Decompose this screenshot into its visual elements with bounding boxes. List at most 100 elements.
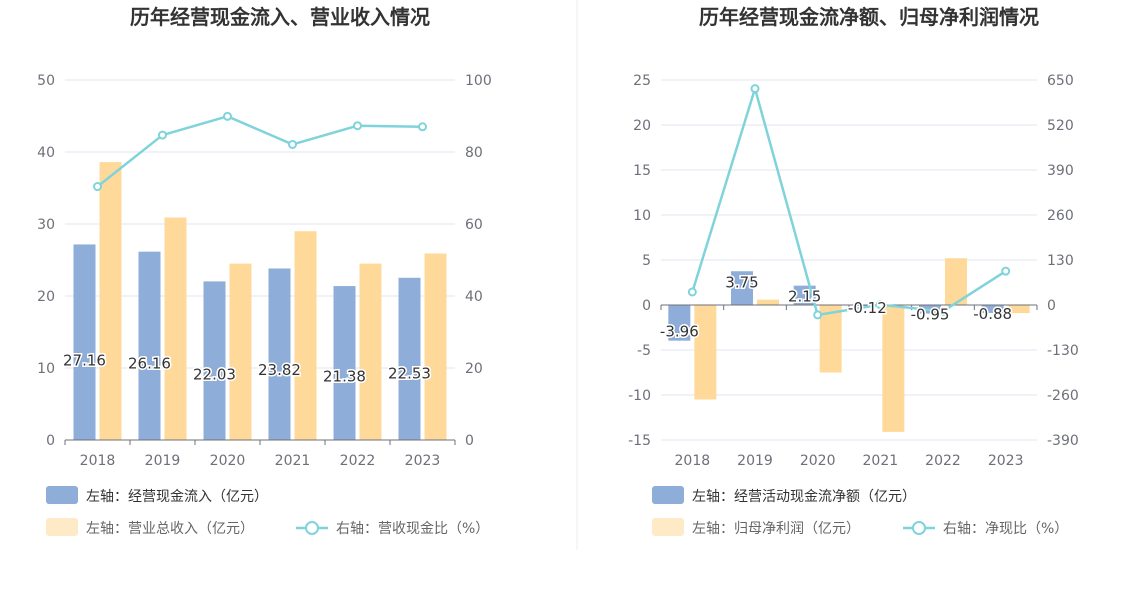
legend-label: 左轴：归母净利润（亿元） <box>692 520 860 537</box>
y-right-tick-label: 100 <box>465 73 492 89</box>
line-point <box>353 121 362 131</box>
data-label: 26.16 <box>128 354 171 372</box>
bar <box>945 258 967 305</box>
x-tick-label: 2021 <box>863 453 899 469</box>
chart-2: -15 -10 -5 0 5 10 15 20 25 -390 -260 -130 0 130 260 390… <box>628 73 1079 537</box>
legend-label: 右轴：净现比（%） <box>943 521 1068 537</box>
x-tick-label: 2018 <box>675 453 711 469</box>
line-point <box>418 122 427 132</box>
legend-swatch <box>652 486 684 504</box>
line-series <box>96 115 423 188</box>
y-left-tick-label: 10 <box>37 361 55 377</box>
y-right-tick-label: 260 <box>1047 208 1074 224</box>
data-label: 3.75 <box>725 273 758 291</box>
data-label: -0.95 <box>911 306 950 324</box>
legend-label: 左轴：经营活动现金流净额（亿元） <box>692 489 916 505</box>
line-point <box>750 84 760 94</box>
bar <box>882 305 905 432</box>
line-point <box>875 300 885 310</box>
x-tick-label: 2023 <box>988 453 1024 469</box>
data-label: -0.88 <box>973 305 1012 323</box>
y-right-tick-label: 130 <box>1047 253 1074 269</box>
x-tick-label: 2023 <box>405 453 441 469</box>
bar <box>819 305 842 373</box>
y-left-tick-label: 25 <box>633 73 651 89</box>
legend-swatch <box>46 518 78 536</box>
y-right-tick-label: 0 <box>465 433 474 449</box>
bar <box>1007 305 1030 314</box>
line-point <box>813 310 823 320</box>
x-tick-label: 2019 <box>145 453 181 469</box>
bar <box>981 305 1004 313</box>
line-point <box>687 287 697 297</box>
bar <box>229 263 252 440</box>
legend-label: 左轴：经营现金流入（亿元） <box>86 489 268 505</box>
bar <box>424 253 447 440</box>
y-left-tick-label: -15 <box>628 433 651 449</box>
y-right-tick-label: 0 <box>1047 298 1056 314</box>
line-point <box>223 111 232 121</box>
bar <box>398 277 421 440</box>
line-point <box>93 182 102 192</box>
chart-2-title: 历年经营现金流净额、归母净利润情况 <box>699 5 1039 29</box>
x-tick-label: 2020 <box>800 453 836 469</box>
data-label: 23.82 <box>258 361 301 379</box>
data-label: 2.15 <box>788 288 821 306</box>
data-label: 21.38 <box>323 368 366 386</box>
bar <box>268 268 291 440</box>
line-point <box>158 130 167 140</box>
y-right-tick-label: -390 <box>1047 433 1079 449</box>
y-left-tick-label: 10 <box>633 208 651 224</box>
y-right-tick-label: 650 <box>1047 73 1074 89</box>
bar <box>731 271 753 305</box>
y-left-tick-label: 30 <box>37 217 55 233</box>
x-tick-label: 2018 <box>80 453 116 469</box>
y-left-tick-label: 20 <box>37 289 55 305</box>
bar <box>294 231 317 440</box>
bar <box>359 263 382 440</box>
y-right-tick-label: -260 <box>1047 388 1079 404</box>
x-tick-label: 2019 <box>737 453 773 469</box>
legend-line-marker <box>912 521 926 535</box>
y-left-tick-label: -10 <box>628 388 651 404</box>
legend-swatch <box>46 486 78 504</box>
x-tick-label: 2021 <box>275 453 311 469</box>
bar <box>694 305 717 400</box>
bar <box>164 217 187 440</box>
line-series <box>691 84 1007 317</box>
data-label: 27.16 <box>63 352 106 370</box>
bar <box>333 286 356 440</box>
data-label: 22.03 <box>193 366 236 384</box>
y-left-tick-label: -5 <box>637 343 651 359</box>
x-tick-label: 2022 <box>925 453 961 469</box>
y-right-tick-label: 390 <box>1047 163 1074 179</box>
y-left-tick-label: 0 <box>642 298 651 314</box>
x-tick-label: 2020 <box>210 453 246 469</box>
bar <box>668 305 691 341</box>
bar <box>138 251 161 440</box>
x-tick-label: 2022 <box>340 453 376 469</box>
y-left-tick-label: 0 <box>46 433 55 449</box>
y-right-tick-label: 60 <box>465 217 483 233</box>
legend-swatch <box>652 518 684 536</box>
data-label: -3.96 <box>660 323 699 341</box>
legend-label: 右轴：营收现金比（%） <box>336 521 489 537</box>
y-left-tick-label: 15 <box>633 163 651 179</box>
chart-1: 0 10 20 30 40 50 0 20 40 60 80 100 2018 2019 2020 2021 2… <box>37 73 492 537</box>
y-left-tick-label: 20 <box>633 118 651 134</box>
bar <box>856 305 879 307</box>
line-point <box>288 139 297 149</box>
bar <box>757 299 779 305</box>
line-point <box>938 306 948 316</box>
y-left-tick-label: 5 <box>642 253 651 269</box>
bar <box>73 244 96 440</box>
y-left-tick-label: 50 <box>37 73 55 89</box>
data-label: 22.53 <box>388 364 431 382</box>
data-label: -0.12 <box>848 299 887 317</box>
legend-line-marker <box>305 521 319 535</box>
y-right-tick-label: 20 <box>465 361 483 377</box>
y-right-tick-label: -130 <box>1047 343 1079 359</box>
y-right-tick-label: 520 <box>1047 118 1074 134</box>
legend-label: 左轴：营业总收入（亿元） <box>86 521 254 537</box>
